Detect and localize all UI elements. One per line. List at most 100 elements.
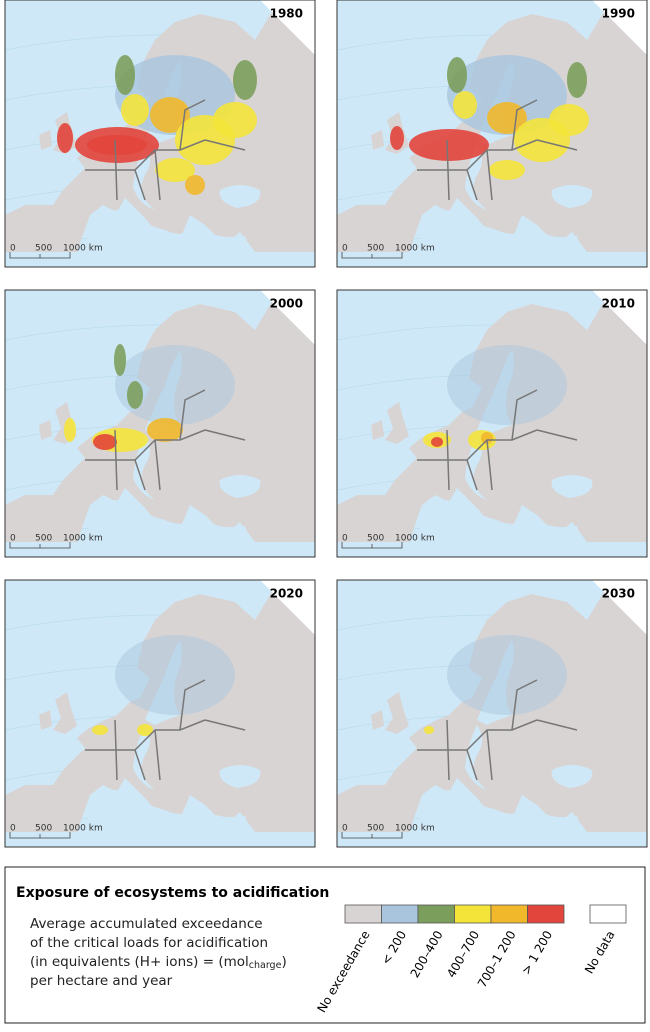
scale-bar	[9, 832, 71, 839]
units-text: (in equivalents (H+ ions) = (mol	[30, 954, 249, 970]
legend-swatch	[417, 904, 455, 924]
exceedance-area	[549, 104, 589, 136]
legend-swatch	[490, 904, 528, 924]
sea-area	[417, 790, 582, 832]
scale-bar	[9, 542, 71, 549]
sea-area	[551, 185, 593, 208]
no-data-corner	[592, 580, 647, 635]
sea-area	[219, 765, 261, 788]
panel-frame	[4, 0, 316, 268]
sea-area	[85, 790, 250, 832]
border-lines	[85, 99, 246, 201]
exceedance-area	[233, 60, 257, 100]
border-lines	[417, 99, 578, 201]
sea-area	[551, 475, 593, 498]
land	[53, 692, 77, 734]
border-lines	[417, 389, 578, 491]
scale-label: 0	[10, 244, 16, 254]
legend-swatch	[589, 904, 627, 924]
exceedance-area	[390, 126, 404, 150]
scale-label: 0	[10, 534, 16, 544]
scale-label: 500	[367, 244, 384, 254]
exceedance-area	[150, 97, 190, 133]
legend-title: Exposure of ecosystems to acidification	[16, 885, 329, 901]
scale-label: 500	[35, 824, 52, 834]
exceedance-area	[121, 94, 149, 126]
scale-label: 1000 km	[63, 824, 103, 834]
panel-frame	[4, 579, 316, 848]
units-text: )	[281, 954, 286, 970]
sea-area	[465, 725, 487, 790]
exceedance-area	[424, 726, 434, 734]
border-lines	[85, 389, 246, 491]
scale-label: 500	[35, 534, 52, 544]
exceedance-area	[147, 418, 183, 442]
no-data-corner	[260, 0, 315, 55]
legend-swatch	[527, 904, 565, 924]
exceedance-area	[115, 635, 235, 715]
units-sub: charge	[249, 960, 282, 971]
land	[371, 420, 384, 440]
border-lines	[417, 679, 578, 781]
scale-bar	[341, 252, 403, 259]
scale-label: 0	[342, 824, 348, 834]
exceedance-area	[87, 135, 147, 155]
exceedance-area	[137, 724, 153, 736]
scale-label: 500	[367, 534, 384, 544]
exceedance-area	[155, 158, 195, 182]
legend-description: of the critical loads for acidification	[30, 935, 268, 951]
panel-year: 2010	[602, 297, 635, 311]
sea-area	[417, 210, 582, 252]
land	[39, 420, 52, 440]
sea-area	[133, 725, 155, 790]
scale-label: 1000 km	[63, 534, 103, 544]
scale-label: 1000 km	[63, 244, 103, 254]
scale-label: 500	[35, 244, 52, 254]
exceedance-area	[481, 432, 493, 444]
land	[39, 130, 52, 150]
scale-label: 1000 km	[395, 824, 435, 834]
scale-bar	[9, 252, 71, 259]
legend-box	[4, 866, 646, 1024]
sea-area	[133, 435, 155, 500]
legend-description: Average accumulated exceedance	[30, 916, 263, 932]
legend-swatch	[381, 904, 419, 924]
exceedance-area	[185, 175, 205, 195]
scale-label: 500	[367, 824, 384, 834]
panel-frame	[336, 0, 648, 268]
sea-area	[133, 145, 155, 210]
panel-frame	[336, 289, 648, 558]
land	[371, 710, 384, 730]
sea-area	[417, 500, 582, 542]
exceedance-area	[115, 345, 235, 425]
map-panel: 2020 0 500 1000 km	[4, 579, 316, 848]
sea-area	[85, 500, 250, 542]
exceedance-area	[453, 91, 477, 119]
panel-frame	[4, 289, 316, 558]
map-panel: 1980 0 500 1000 km	[4, 0, 316, 268]
panel-year: 2020	[270, 587, 303, 601]
no-data-corner	[260, 290, 315, 345]
no-data-corner	[592, 290, 647, 345]
scale-bar	[341, 832, 403, 839]
sea-area	[551, 765, 593, 788]
scale-label: 1000 km	[395, 534, 435, 544]
scale-label: 0	[342, 244, 348, 254]
panel-year: 1980	[270, 7, 303, 21]
legend-description: per hectare and year	[30, 973, 173, 989]
land	[39, 710, 52, 730]
map-panel: 2000 0 500 1000 km	[4, 289, 316, 558]
exceedance-area	[92, 725, 108, 735]
legend-swatch	[344, 904, 382, 924]
exceedance-area	[213, 102, 257, 138]
legend-swatch	[454, 904, 492, 924]
panel-year: 2000	[270, 297, 303, 311]
land	[385, 692, 409, 734]
land	[371, 130, 384, 150]
exceedance-area	[115, 55, 135, 95]
map-panel: 2030 0 500 1000 km	[336, 579, 648, 848]
exceedance-area	[567, 62, 587, 98]
sea-area	[465, 435, 487, 500]
exceedance-area	[447, 57, 467, 93]
